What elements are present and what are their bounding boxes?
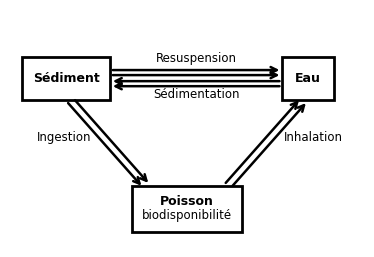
- FancyBboxPatch shape: [282, 57, 334, 99]
- FancyBboxPatch shape: [132, 186, 242, 232]
- Text: Sédiment: Sédiment: [33, 72, 99, 85]
- Text: Poisson: Poisson: [160, 195, 214, 208]
- Text: Inhalation: Inhalation: [284, 131, 343, 144]
- Text: Ingestion: Ingestion: [37, 131, 92, 144]
- FancyBboxPatch shape: [22, 57, 110, 99]
- Text: Resuspension: Resuspension: [156, 52, 237, 65]
- Text: Eau: Eau: [295, 72, 321, 85]
- Text: biodisponibilité: biodisponibilité: [142, 209, 232, 222]
- Text: Sédimentation: Sédimentation: [153, 88, 239, 101]
